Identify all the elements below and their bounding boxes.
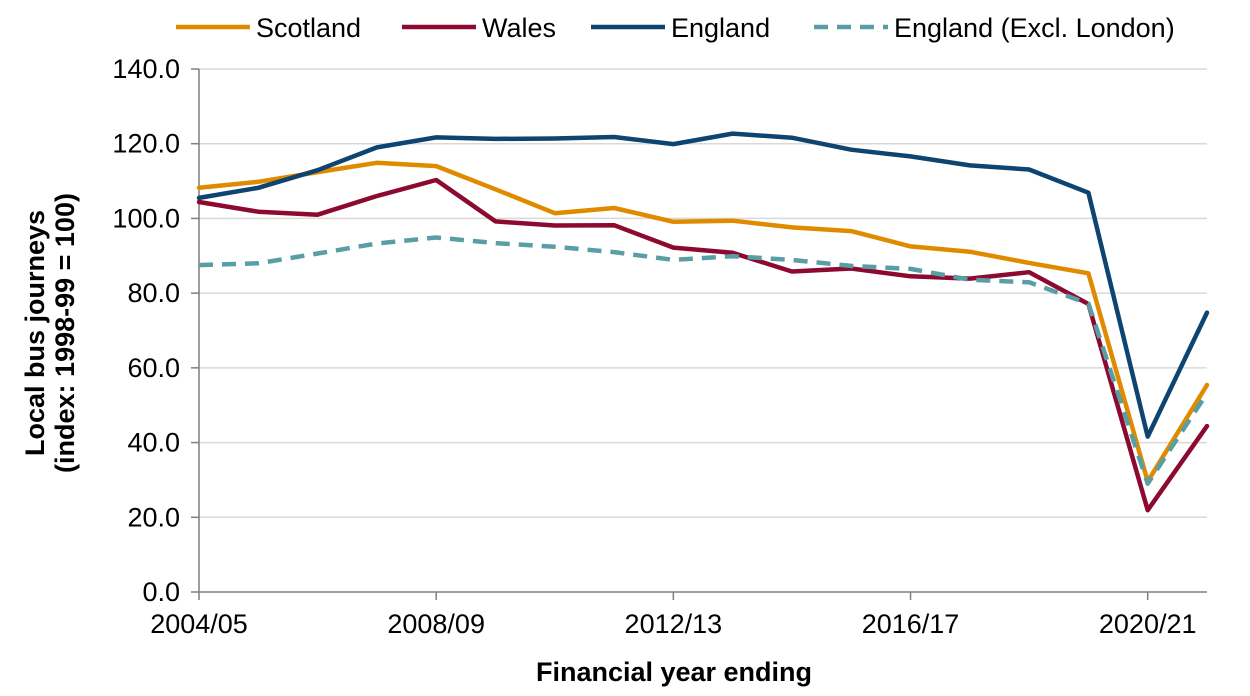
y-tick-label: 140.0 [112, 54, 180, 84]
series-line-england [196, 131, 1210, 439]
y-axis-title-line2: (index: 1998-99 = 100) [50, 193, 80, 473]
x-axis-title: Financial year ending [536, 657, 812, 687]
x-tick-label: 2020/21 [1099, 609, 1197, 639]
y-tick-label: 20.0 [127, 502, 180, 532]
x-tick-label: 2008/09 [387, 609, 485, 639]
legend-label-wales: Wales [482, 13, 556, 43]
series-line-england-excl-london [198, 235, 1209, 486]
gridlines [199, 68, 1207, 519]
legend: Scotland Wales England England (Excl. Londo… [176, 13, 1175, 43]
legend-label-england-excl-london: England (Excl. London) [894, 13, 1175, 43]
x-tick-label: 2016/17 [862, 609, 960, 639]
legend-label-scotland: Scotland [256, 13, 361, 43]
y-tick-label: 80.0 [127, 278, 180, 308]
x-tick-labels: 2004/05 2008/09 2012/13 2016/17 2020/21 [150, 609, 1196, 639]
y-tick-label: 0.0 [142, 577, 180, 607]
y-tick-label: 100.0 [112, 203, 180, 233]
x-tick-label: 2012/13 [625, 609, 723, 639]
y-tick-label: 60.0 [127, 353, 180, 383]
x-tick-label: 2004/05 [150, 609, 248, 639]
y-axis-title-line1: Local bus journeys [20, 210, 50, 456]
axes [191, 68, 1207, 600]
series-line-scotland [196, 160, 1210, 484]
y-axis-title: Local bus journeys (index: 1998-99 = 100… [20, 193, 80, 473]
legend-label-england: England [671, 13, 770, 43]
y-tick-labels: 0.0 20.0 40.0 60.0 80.0 100.0 120.0 140.0 [112, 54, 180, 607]
y-tick-label: 40.0 [127, 428, 180, 458]
series-lines [196, 131, 1210, 513]
y-tick-label: 120.0 [112, 129, 180, 159]
series-line-wales [196, 177, 1210, 513]
